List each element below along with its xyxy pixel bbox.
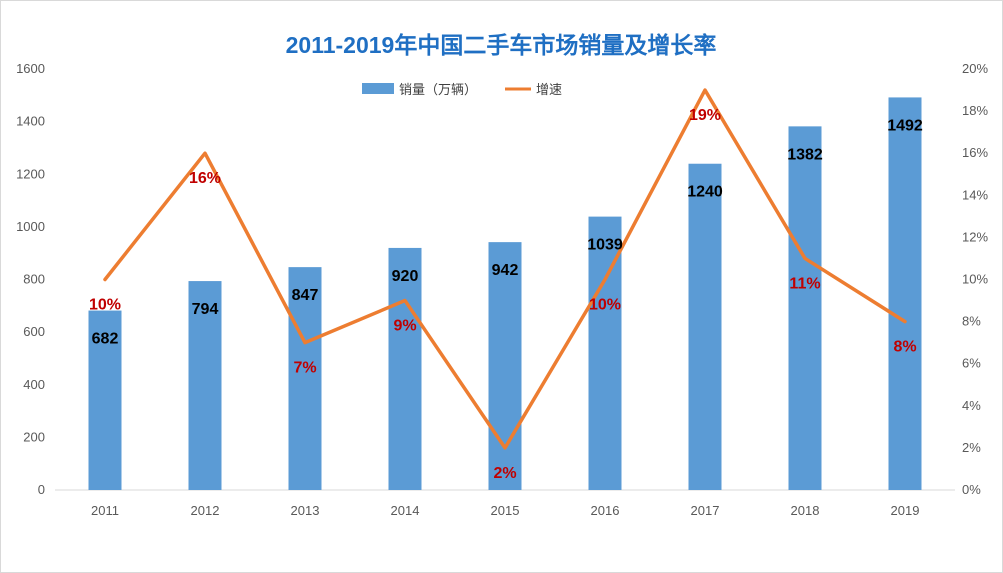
rate-value-label: 19% (689, 107, 721, 124)
rate-value-label: 10% (89, 297, 121, 314)
x-tick-label: 2013 (291, 503, 320, 518)
y-left-tick-label: 0 (38, 482, 45, 497)
bar-series (88, 97, 922, 490)
y-right-tick-label: 4% (962, 398, 981, 413)
x-tick-label: 2019 (891, 503, 920, 518)
y-left-tick-label: 1000 (16, 219, 45, 234)
bar (188, 281, 222, 490)
right-axis: 0% 2% 4% 6% 8% 10% 12% 14% 16% 18% 20% (962, 61, 988, 497)
x-axis: 2011 2012 2013 2014 2015 2016 2017 2018 2019 (55, 489, 955, 518)
legend-swatch-bar (362, 83, 394, 94)
x-tick-label: 2015 (491, 503, 520, 518)
bar (788, 126, 822, 490)
x-tick-label: 2017 (691, 503, 720, 518)
bar-value-label: 1039 (587, 237, 623, 254)
y-left-tick-label: 400 (23, 377, 45, 392)
y-right-tick-label: 16% (962, 145, 988, 160)
bar-value-label: 847 (292, 287, 319, 304)
y-right-tick-label: 20% (962, 61, 988, 76)
y-right-tick-label: 10% (962, 272, 988, 287)
rate-value-label: 16% (189, 170, 221, 187)
x-tick-label: 2014 (391, 503, 420, 518)
rate-value-label: 9% (393, 318, 416, 335)
y-right-tick-label: 0% (962, 482, 981, 497)
y-right-tick-label: 8% (962, 314, 981, 329)
chart-title: 2011-2019年中国二手车市场销量及增长率 (286, 32, 717, 58)
y-left-tick-label: 1400 (16, 114, 45, 129)
left-axis: 0 200 400 600 800 1000 1200 1400 1600 (16, 61, 45, 497)
x-tick-label: 2011 (91, 503, 119, 518)
bar (388, 247, 422, 490)
y-right-tick-label: 12% (962, 229, 988, 244)
bar (888, 97, 922, 490)
y-right-tick-label: 2% (962, 440, 981, 455)
rate-value-label: 11% (789, 275, 820, 292)
y-right-tick-label: 14% (962, 187, 988, 202)
x-tick-label: 2016 (591, 503, 620, 518)
bar-data-labels: 682 794 847 920 942 1039 1240 1382 1492 (92, 117, 923, 347)
rate-data-labels: 10% 16% 7% 9% 2% 10% 19% 11% 8% (89, 107, 917, 482)
y-left-tick-label: 600 (23, 324, 45, 339)
bar (488, 242, 522, 490)
bar-value-label: 1240 (687, 184, 723, 201)
y-right-tick-label: 18% (962, 103, 988, 118)
bar (88, 310, 122, 490)
bar-value-label: 1492 (887, 117, 923, 134)
rate-value-label: 7% (293, 360, 316, 377)
line-series (103, 88, 907, 450)
bar (688, 163, 722, 490)
bar-value-label: 682 (92, 331, 119, 348)
y-left-tick-label: 800 (23, 272, 45, 287)
x-tick-label: 2018 (791, 503, 820, 518)
x-tick-label: 2012 (191, 503, 220, 518)
bar (288, 267, 322, 490)
y-right-tick-label: 6% (962, 356, 981, 371)
y-left-tick-label: 200 (23, 429, 45, 444)
y-left-tick-label: 1200 (16, 166, 45, 181)
bar-value-label: 942 (492, 262, 519, 279)
y-left-tick-label: 1600 (16, 61, 45, 76)
legend-label-line: 增速 (536, 83, 562, 98)
bar-value-label: 794 (192, 301, 219, 318)
legend-label-bar: 销量（万辆） (399, 83, 477, 98)
legend: 销量（万辆） 增速 (362, 83, 562, 98)
bar-value-label: 920 (392, 268, 419, 285)
rate-value-label: 10% (589, 297, 621, 314)
rate-value-label: 8% (893, 339, 916, 356)
rate-value-label: 2% (493, 465, 516, 482)
bar-value-label: 1382 (787, 146, 823, 163)
